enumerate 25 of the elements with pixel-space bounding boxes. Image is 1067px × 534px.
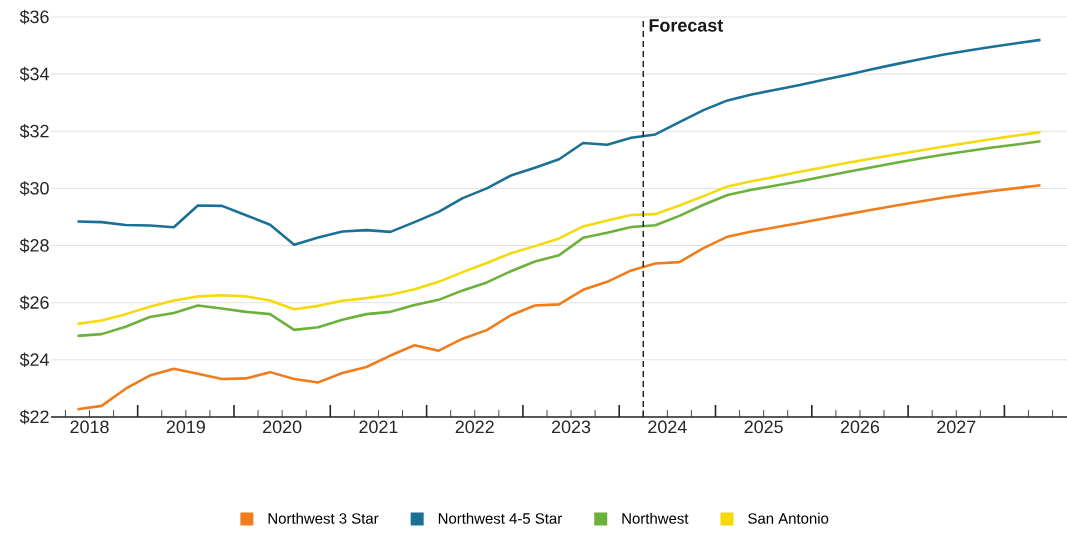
x-tick-label: 2026 (840, 420, 880, 434)
x-tick-label: 2021 (359, 420, 398, 434)
y-tick-label: $32 (19, 124, 49, 139)
x-tick-label: 2024 (648, 420, 687, 434)
x-tick-label: 2022 (455, 420, 494, 434)
x-tick-label: 2027 (937, 420, 976, 434)
ref-line-label: Forecast (649, 19, 723, 32)
x-tick-label: 2019 (166, 420, 205, 434)
y-tick-label: $34 (19, 66, 49, 82)
x-tick-label: 2020 (263, 420, 302, 434)
legend-label: Northwest (622, 512, 689, 524)
x-tick-label: 2018 (70, 420, 109, 434)
line-series (76, 183, 1042, 411)
y-tick-label: $28 (19, 238, 49, 253)
legend-label: Northwest 4-5 Star (438, 512, 562, 524)
y-tick-label: $26 (19, 295, 49, 310)
y-tick-label: $30 (19, 181, 49, 196)
y-tick-label: $22 (19, 409, 49, 425)
x-tick-label: 2025 (744, 420, 783, 434)
y-tick-label: $36 (19, 9, 49, 25)
y-tick-label: $24 (19, 352, 49, 368)
legend-label: Northwest 3 Star (268, 512, 379, 524)
legend-label: San Antonio (748, 512, 829, 524)
line-series (76, 38, 1042, 246)
x-tick-label: 2023 (552, 420, 591, 434)
